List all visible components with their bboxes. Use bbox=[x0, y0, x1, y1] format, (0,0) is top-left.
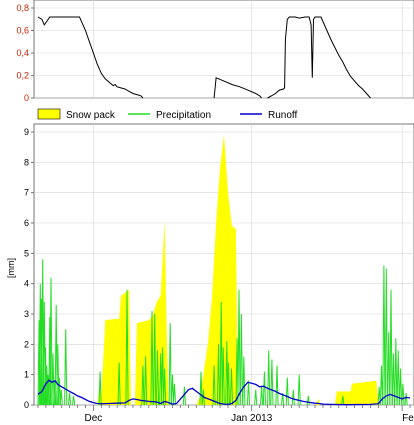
bottom-y-axis: 0 1 2 3 4 5 6 7 8 9 bbox=[24, 127, 34, 410]
top-y-tick-label: 0,4 bbox=[16, 48, 29, 58]
top-y-tick-label: 0,2 bbox=[16, 71, 29, 81]
precipitation-spike bbox=[153, 313, 157, 406]
precipitation-spike bbox=[117, 362, 121, 406]
precipitation-spike bbox=[57, 377, 61, 406]
precipitation-spike bbox=[239, 313, 243, 406]
precipitation-spike bbox=[201, 389, 205, 406]
top-plot-frame bbox=[33, 0, 414, 99]
precipitation-spike bbox=[394, 338, 398, 406]
top-series-line bbox=[267, 16, 371, 99]
precipitation-spike bbox=[398, 368, 403, 406]
precipitation-spike bbox=[341, 395, 345, 406]
precipitation-spike bbox=[221, 347, 225, 406]
precipitation-spike bbox=[267, 350, 271, 406]
top-series bbox=[37, 16, 371, 99]
bottom-y-tick-label: 1 bbox=[24, 370, 29, 380]
precipitation-spike bbox=[229, 368, 234, 406]
bottom-y-tick-label: 6 bbox=[24, 218, 29, 228]
top-y-tick-label: 0,6 bbox=[16, 26, 29, 36]
top-series-line bbox=[37, 16, 144, 99]
bottom-y-tick-label: 5 bbox=[24, 248, 29, 258]
precipitation-spike bbox=[281, 392, 285, 406]
precipitation-spike bbox=[168, 323, 172, 406]
bottom-y-tick-label: 0 bbox=[24, 400, 29, 410]
top-y-tick-label: 0,8 bbox=[16, 3, 29, 13]
top-y-axis: 0 0,2 0,4 0,6 0,8 bbox=[16, 3, 34, 103]
precipitation-spike bbox=[377, 386, 381, 406]
legend-label: Runoff bbox=[268, 110, 298, 121]
precipitation-spike bbox=[237, 289, 241, 406]
precipitation-spike bbox=[387, 332, 391, 406]
precipitation-spike bbox=[384, 268, 388, 406]
bottom-y-tick-label: 8 bbox=[24, 157, 29, 167]
legend-swatch-snow-pack bbox=[37, 108, 61, 120]
snow-pack-area bbox=[97, 135, 379, 405]
precipitation-spike bbox=[216, 344, 221, 406]
precipitation-spike bbox=[262, 371, 266, 406]
precipitation-spike bbox=[49, 277, 53, 406]
precipitation-spike bbox=[163, 368, 167, 406]
precipitation-spike bbox=[172, 383, 177, 406]
precipitation-spike bbox=[64, 329, 68, 406]
legend: Snow pack Precipitation Runoff bbox=[37, 108, 298, 121]
y-axis-label: [mm] bbox=[6, 258, 16, 278]
legend-label: Snow pack bbox=[66, 110, 116, 121]
precipitation-spike bbox=[219, 301, 223, 406]
precipitation-spike bbox=[155, 350, 160, 406]
top-grid bbox=[34, 0, 414, 99]
precipitation-spike bbox=[68, 392, 72, 406]
bottom-panel: 0 1 2 3 4 5 6 7 8 9 Dec Jan 2013 Feb [mm] bbox=[6, 123, 414, 424]
bottom-y-tick-label: 3 bbox=[24, 309, 29, 319]
bottom-y-tick-label: 9 bbox=[24, 127, 29, 137]
precipitation-spike bbox=[182, 386, 186, 406]
precipitation-spike bbox=[389, 289, 393, 406]
top-series-line bbox=[213, 77, 262, 99]
precipitation-spike bbox=[150, 310, 154, 406]
top-y-tick-label: 0 bbox=[24, 93, 29, 103]
precipitation-spike bbox=[51, 353, 55, 406]
precipitation-spike bbox=[291, 389, 295, 406]
bottom-y-tick-label: 2 bbox=[24, 339, 29, 349]
x-date-label: Feb bbox=[402, 413, 414, 424]
bottom-y-tick-label: 7 bbox=[24, 188, 29, 198]
precipitation-spike bbox=[144, 356, 148, 406]
precipitation-spike bbox=[404, 392, 408, 406]
precipitation-spike bbox=[170, 374, 175, 406]
precipitation-spike bbox=[125, 289, 129, 406]
precipitation-spike bbox=[297, 374, 301, 406]
precipitation-spike bbox=[98, 371, 102, 406]
x-date-label: Jan 2013 bbox=[231, 413, 273, 424]
precipitation-spike bbox=[161, 347, 165, 406]
legend-label: Precipitation bbox=[156, 110, 211, 121]
precipitation-spike bbox=[212, 365, 216, 406]
precipitation-spike bbox=[391, 353, 395, 406]
precipitation-spike bbox=[396, 350, 400, 406]
precipitation-spike bbox=[72, 395, 76, 406]
precipitation-spike bbox=[379, 365, 384, 406]
precipitation-spike bbox=[382, 265, 386, 406]
top-panel: 0 0,2 0,4 0,6 0,8 bbox=[16, 0, 414, 103]
bottom-y-tick-label: 4 bbox=[24, 279, 29, 289]
x-date-label: Dec bbox=[84, 413, 102, 424]
precipitation-spike bbox=[141, 365, 145, 406]
precipitation-spike bbox=[226, 362, 230, 406]
bottom-x-axis: Dec Jan 2013 Feb bbox=[37, 405, 414, 424]
bottom-series bbox=[37, 135, 411, 406]
runoff-line bbox=[37, 379, 411, 406]
precipitation-spike bbox=[59, 389, 63, 406]
precipitation-spike bbox=[254, 389, 258, 406]
precipitation-spike bbox=[246, 380, 251, 406]
